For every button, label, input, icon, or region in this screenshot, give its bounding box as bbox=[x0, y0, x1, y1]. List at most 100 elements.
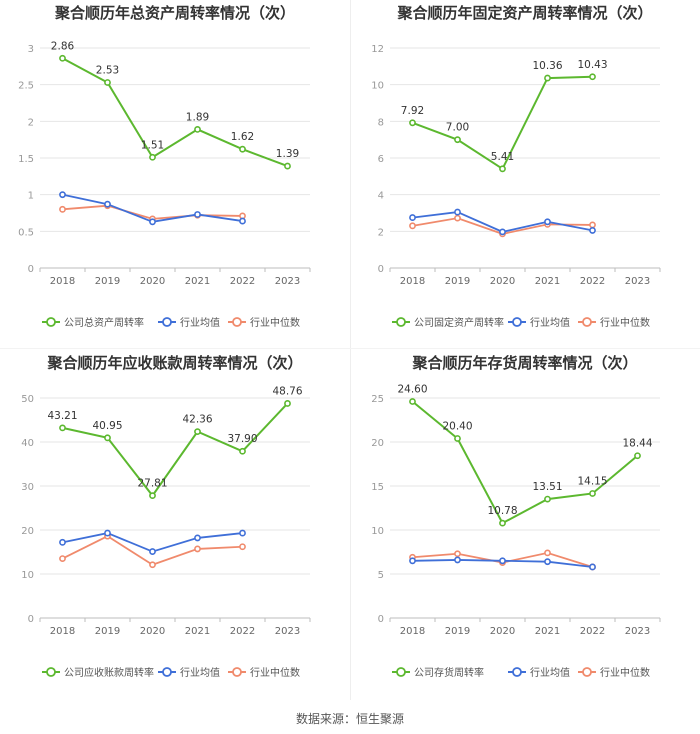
legend-label: 行业中位数 bbox=[600, 666, 650, 679]
data-label: 10.36 bbox=[532, 60, 562, 72]
company-point bbox=[409, 119, 416, 127]
legend-swatch-marker bbox=[582, 317, 592, 327]
industry-average-point bbox=[454, 208, 461, 216]
industry-median-point bbox=[194, 545, 201, 553]
company-point bbox=[239, 145, 246, 153]
y-tick-label: 20 bbox=[371, 438, 384, 449]
chart-title: 聚合顺历年固定资产周转率情况（次） bbox=[397, 4, 653, 22]
legend-swatch-marker bbox=[582, 667, 592, 677]
x-tick-label: 2022 bbox=[230, 276, 255, 287]
y-tick-label: 0 bbox=[378, 264, 384, 275]
y-tick-label: 2 bbox=[28, 117, 34, 128]
data-label: 10.78 bbox=[487, 505, 517, 517]
industry-average-point bbox=[239, 217, 246, 225]
data-label: 1.39 bbox=[276, 148, 299, 160]
y-tick-label: 25 bbox=[371, 394, 384, 405]
y-tick-label: 4 bbox=[378, 191, 384, 202]
industry-median-point bbox=[454, 214, 461, 222]
data-label: 43.21 bbox=[47, 410, 77, 422]
company-point bbox=[284, 162, 291, 170]
y-tick-label: 5 bbox=[378, 570, 384, 581]
chart-title: 聚合顺历年总资产周转率情况（次） bbox=[54, 4, 295, 22]
x-tick-label: 2020 bbox=[140, 276, 165, 287]
data-label: 1.62 bbox=[231, 131, 254, 143]
data-label: 42.36 bbox=[182, 414, 212, 426]
data-label: 5.41 bbox=[491, 151, 514, 163]
company-point bbox=[194, 125, 201, 133]
company-point bbox=[59, 424, 66, 432]
legend-label: 公司总资产周转率 bbox=[64, 316, 144, 329]
data-label: 1.51 bbox=[141, 139, 164, 151]
data-label: 14.15 bbox=[577, 475, 607, 487]
y-tick-label: 10 bbox=[21, 570, 34, 581]
legend-swatch-marker bbox=[232, 317, 242, 327]
industry-median-point bbox=[454, 550, 461, 558]
data-source-note: 数据来源：恒生聚源 bbox=[295, 712, 404, 726]
y-tick-label: 0 bbox=[28, 264, 34, 275]
y-tick-label: 30 bbox=[21, 482, 34, 493]
industry-average-point bbox=[104, 200, 111, 208]
y-tick-label: 40 bbox=[21, 438, 34, 449]
legend-swatch-marker bbox=[162, 317, 172, 327]
industry-median-point bbox=[59, 555, 66, 562]
x-tick-label: 2021 bbox=[535, 276, 560, 287]
legend-label: 行业均值 bbox=[180, 666, 220, 679]
company-point bbox=[454, 136, 461, 144]
industry-average-point bbox=[454, 556, 461, 564]
y-tick-label: 2 bbox=[378, 227, 384, 238]
company-point bbox=[149, 153, 156, 161]
legend-label: 行业均值 bbox=[530, 316, 570, 329]
company-point bbox=[499, 519, 506, 527]
data-label: 48.76 bbox=[272, 385, 302, 397]
x-tick-label: 2018 bbox=[50, 626, 75, 637]
industry-average-point bbox=[149, 548, 156, 555]
industry-average-point bbox=[544, 218, 551, 226]
legend-label: 公司固定资产周转率 bbox=[414, 316, 504, 329]
y-tick-label: 20 bbox=[21, 526, 34, 537]
x-tick-label: 2020 bbox=[490, 626, 515, 637]
x-tick-label: 2020 bbox=[490, 276, 515, 287]
industry-average-point bbox=[499, 228, 506, 236]
data-label: 2.86 bbox=[51, 40, 75, 52]
industry-median-point bbox=[409, 222, 416, 230]
x-tick-label: 2023 bbox=[625, 626, 650, 637]
y-tick-label: 8 bbox=[378, 117, 384, 128]
company-point bbox=[499, 165, 506, 173]
legend-swatch-marker bbox=[396, 317, 406, 327]
x-tick-label: 2020 bbox=[140, 626, 165, 637]
company-series-line bbox=[62, 57, 288, 168]
data-label: 1.89 bbox=[186, 111, 209, 123]
industry-average-point bbox=[499, 557, 506, 565]
horizontal-divider bbox=[0, 348, 700, 349]
x-tick-label: 2019 bbox=[445, 626, 470, 637]
legend-label: 行业中位数 bbox=[250, 316, 300, 329]
company-point bbox=[589, 73, 596, 81]
inventory-turnover-chart: 聚合顺历年存货周转率情况（次） 0 5 10 15 20 25 2018 2019 2020 20… bbox=[350, 350, 700, 700]
chart-title: 聚合顺历年存货周转率情况（次） bbox=[412, 354, 638, 372]
legend-swatch-marker bbox=[232, 667, 242, 677]
company-series-line bbox=[411, 400, 639, 525]
y-tick-label: 15 bbox=[371, 482, 384, 493]
company-point bbox=[239, 447, 246, 455]
data-label: 2.53 bbox=[96, 64, 119, 76]
industry-median-point bbox=[239, 543, 246, 551]
industry-average-point bbox=[194, 534, 201, 542]
industry-average-point bbox=[59, 538, 66, 546]
data-label: 24.60 bbox=[397, 384, 427, 396]
x-tick-label: 2021 bbox=[185, 626, 210, 637]
total-asset-turnover-chart: 聚合顺历年总资产周转率情况（次） 0 0.5 1 1.5 2 2.5 3 2018 2019 20… bbox=[0, 0, 350, 350]
industry-average-point bbox=[239, 529, 246, 537]
x-tick-label: 2021 bbox=[185, 276, 210, 287]
legend-swatch-marker bbox=[46, 317, 56, 327]
company-point bbox=[149, 492, 156, 500]
x-tick-label: 2021 bbox=[535, 626, 560, 637]
x-tick-label: 2019 bbox=[95, 276, 120, 287]
industry-median-point bbox=[589, 221, 596, 229]
industry-average-point bbox=[149, 218, 156, 226]
legend-label: 公司存货周转率 bbox=[414, 666, 484, 679]
x-tick-label: 2022 bbox=[580, 276, 605, 287]
x-tick-label: 2018 bbox=[400, 626, 425, 637]
y-tick-label: 12 bbox=[371, 44, 384, 55]
x-tick-label: 2022 bbox=[230, 626, 255, 637]
